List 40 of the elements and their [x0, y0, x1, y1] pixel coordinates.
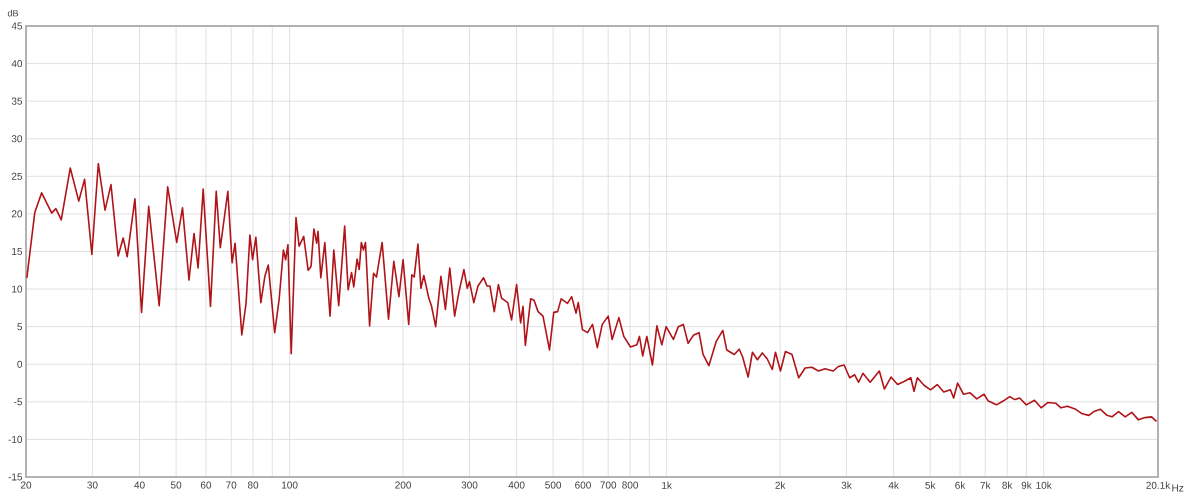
x-tick-label: 8k: [1002, 481, 1013, 489]
x-tick-label: 6k: [955, 481, 966, 489]
x-tick-label: 800: [622, 481, 639, 489]
x-tick-label: 5k: [925, 481, 936, 489]
x-tick-label: 100: [282, 481, 298, 489]
x-tick-label: 70: [226, 481, 237, 489]
y-tick-label: 45: [11, 22, 23, 30]
x-tick-label: 2k: [775, 481, 786, 489]
x-tick-label: 700: [600, 481, 617, 489]
x-tick-label: 20.1k: [1146, 481, 1171, 489]
x-tick-label: 300: [461, 481, 478, 489]
x-tick-label: 60: [200, 481, 212, 489]
y-tick-label: -10: [8, 435, 23, 443]
y-tick-label: 5: [17, 323, 23, 331]
y-tick-label: 20: [11, 210, 23, 218]
y-tick-label: 15: [12, 247, 23, 255]
y-tick-label: -15: [8, 473, 23, 481]
y-tick-label: 0: [17, 360, 23, 368]
x-tick-label: 4k: [888, 481, 899, 489]
y-tick-label: 10: [12, 285, 23, 293]
y-tick-label: -5: [14, 398, 23, 406]
x-tick-label: 500: [545, 481, 562, 489]
x-tick-label: 40: [134, 481, 145, 489]
x-tick-label: 400: [508, 481, 525, 489]
x-tick-label: 9k: [1021, 481, 1032, 489]
y-tick-label: 30: [11, 135, 23, 143]
x-tick-label: 30: [87, 481, 98, 489]
x-tick-label: 50: [170, 481, 182, 489]
x-tick-label: 10k: [1036, 481, 1052, 489]
x-tick-label: 7k: [980, 481, 991, 489]
x-tick-label: 600: [575, 481, 591, 489]
y-tick-label: 25: [11, 172, 23, 180]
x-axis-title: Hz: [1172, 484, 1184, 492]
x-tick-label: 3k: [841, 481, 852, 489]
x-tick-label: 200: [395, 481, 412, 489]
y-tick-label: 35: [11, 97, 23, 105]
y-tick-label: 40: [11, 60, 23, 68]
y-axis-title: dB: [7, 9, 19, 17]
x-tick-label: 80: [247, 481, 259, 489]
x-tick-label: 1k: [662, 481, 672, 489]
